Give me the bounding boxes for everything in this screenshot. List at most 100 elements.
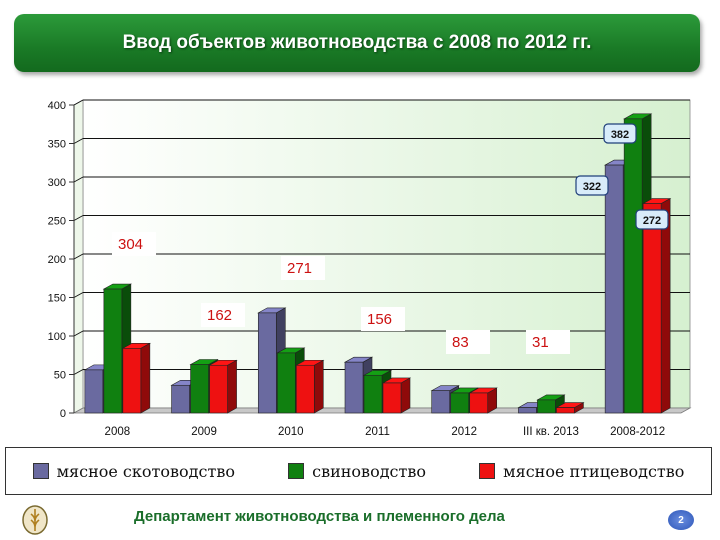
total-label-text: 156 <box>367 311 392 328</box>
bar-value-box <box>603 123 637 144</box>
bar-side <box>400 377 411 414</box>
y-tick-label: 200 <box>48 254 66 266</box>
bar-front <box>190 364 209 414</box>
total-label-box <box>526 330 570 354</box>
bar-value-box <box>635 209 669 230</box>
bar-poultry-2008 <box>121 342 152 414</box>
gridline-side <box>73 176 84 183</box>
bar-front <box>469 392 489 414</box>
bar-pigs-2008 <box>102 283 133 414</box>
y-tick-label: 150 <box>48 293 66 305</box>
bar-front <box>363 374 383 414</box>
bar-value-text: 382 <box>611 129 629 141</box>
bar-front <box>431 390 451 414</box>
legend-label-cattle: мясное скотоводство <box>56 461 235 481</box>
bar-front <box>276 352 296 414</box>
y-tick-label: 100 <box>48 331 66 343</box>
total-label-2009: 162 <box>201 303 245 327</box>
gridline-side <box>73 330 84 337</box>
y-tick-label: 250 <box>48 216 66 228</box>
bar-value-label-pigs: 382 <box>603 123 637 144</box>
total-label-III-кв.-2013: 31 <box>526 330 570 354</box>
total-label-box <box>281 256 325 280</box>
bar-front <box>537 399 556 414</box>
total-label-2010: 271 <box>281 256 325 280</box>
x-tick-label: 2008-2012 <box>610 426 665 438</box>
bar-value-label-poultry: 272 <box>635 209 669 230</box>
bar-poultry-2012 <box>468 387 498 414</box>
legend-item-pigs: свиноводство <box>288 462 426 481</box>
bar-front <box>295 364 315 414</box>
bar-side <box>313 359 324 414</box>
bar-front <box>604 164 624 414</box>
legend-label-poultry: мясное птицеводство <box>503 461 685 481</box>
bar-value-text: 272 <box>643 215 661 227</box>
total-label-box <box>201 303 245 327</box>
total-label-box <box>361 307 405 331</box>
total-label-2008: 304 <box>112 232 156 256</box>
bar-front <box>556 407 575 414</box>
bar-poultry-2011 <box>381 377 412 414</box>
legend-swatch-cattle <box>32 463 49 479</box>
bar-front <box>103 288 123 414</box>
page-title: Ввод объектов животноводства с 2008 по 2… <box>122 32 592 53</box>
gridline-side <box>73 292 84 298</box>
bar-chart: 0 50 100 150 200 250 300 350 400 2008 2009 2010 2011… <box>48 99 692 438</box>
gridline-side <box>73 369 84 375</box>
legend-swatch-pigs <box>288 463 305 479</box>
total-label-text: 83 <box>452 334 469 351</box>
x-tick-label: III кв. 2013 <box>523 426 579 438</box>
bar-front <box>84 369 104 414</box>
footer-department: Департамент животноводства и племенного … <box>134 508 505 525</box>
bar-front <box>642 203 662 414</box>
bar-front <box>623 118 643 414</box>
x-tick-label: 2008 <box>105 426 131 438</box>
y-tick-label: 400 <box>48 100 66 112</box>
bar-front <box>122 348 142 414</box>
y-tick-label: 300 <box>48 177 66 189</box>
bar-front <box>257 312 277 414</box>
bar-value-box <box>575 175 609 196</box>
y-tick-label: 50 <box>54 370 66 382</box>
bar-front <box>171 384 190 414</box>
total-label-text: 31 <box>532 334 549 351</box>
bar-poultry-III-кв.-2013 <box>555 402 585 414</box>
total-label-box <box>446 330 490 354</box>
legend-label-pigs: свиноводство <box>312 461 426 481</box>
bar-side <box>140 342 151 414</box>
x-tick-label: 2009 <box>191 426 217 438</box>
bar-front <box>450 392 470 414</box>
title-banner: Ввод объектов животноводства с 2008 по 2… <box>14 14 700 72</box>
legend-item-cattle: мясное скотоводство <box>32 461 235 481</box>
bar-front <box>518 407 537 414</box>
bar-poultry-2010 <box>295 359 325 414</box>
legend-item-poultry: мясное птицеводство <box>479 462 684 481</box>
bar-poultry-2008-2012 <box>641 198 672 414</box>
y-tick-label: 350 <box>48 139 66 151</box>
x-tick-label: 2011 <box>365 426 390 438</box>
gridline-side <box>73 99 84 106</box>
y-tick-label: 0 <box>60 408 66 420</box>
gridline-side <box>73 138 84 144</box>
total-label-text: 271 <box>287 260 312 277</box>
total-label-2011: 156 <box>361 307 405 331</box>
bar-poultry-2009 <box>208 359 238 414</box>
page-number-badge: 2 <box>668 510 694 530</box>
x-tick-label: 2010 <box>278 426 304 438</box>
bar-value-text: 322 <box>583 181 601 193</box>
gridline-side <box>73 253 84 260</box>
legend: мясное скотоводство свиноводство мясное … <box>5 447 712 495</box>
total-label-box <box>112 232 156 256</box>
x-tick-label: 2012 <box>451 426 477 438</box>
ministry-logo-icon <box>22 505 48 535</box>
bar-front <box>209 364 228 414</box>
bar-front <box>344 361 364 414</box>
total-label-text: 162 <box>207 307 232 324</box>
total-label-2012: 83 <box>446 330 490 354</box>
bar-value-label-cattle: 322 <box>575 175 609 196</box>
bar-front <box>382 382 402 414</box>
gridline-side <box>73 215 84 221</box>
bar-side <box>660 198 671 414</box>
legend-swatch-poultry <box>479 463 496 479</box>
total-label-text: 304 <box>118 236 143 253</box>
